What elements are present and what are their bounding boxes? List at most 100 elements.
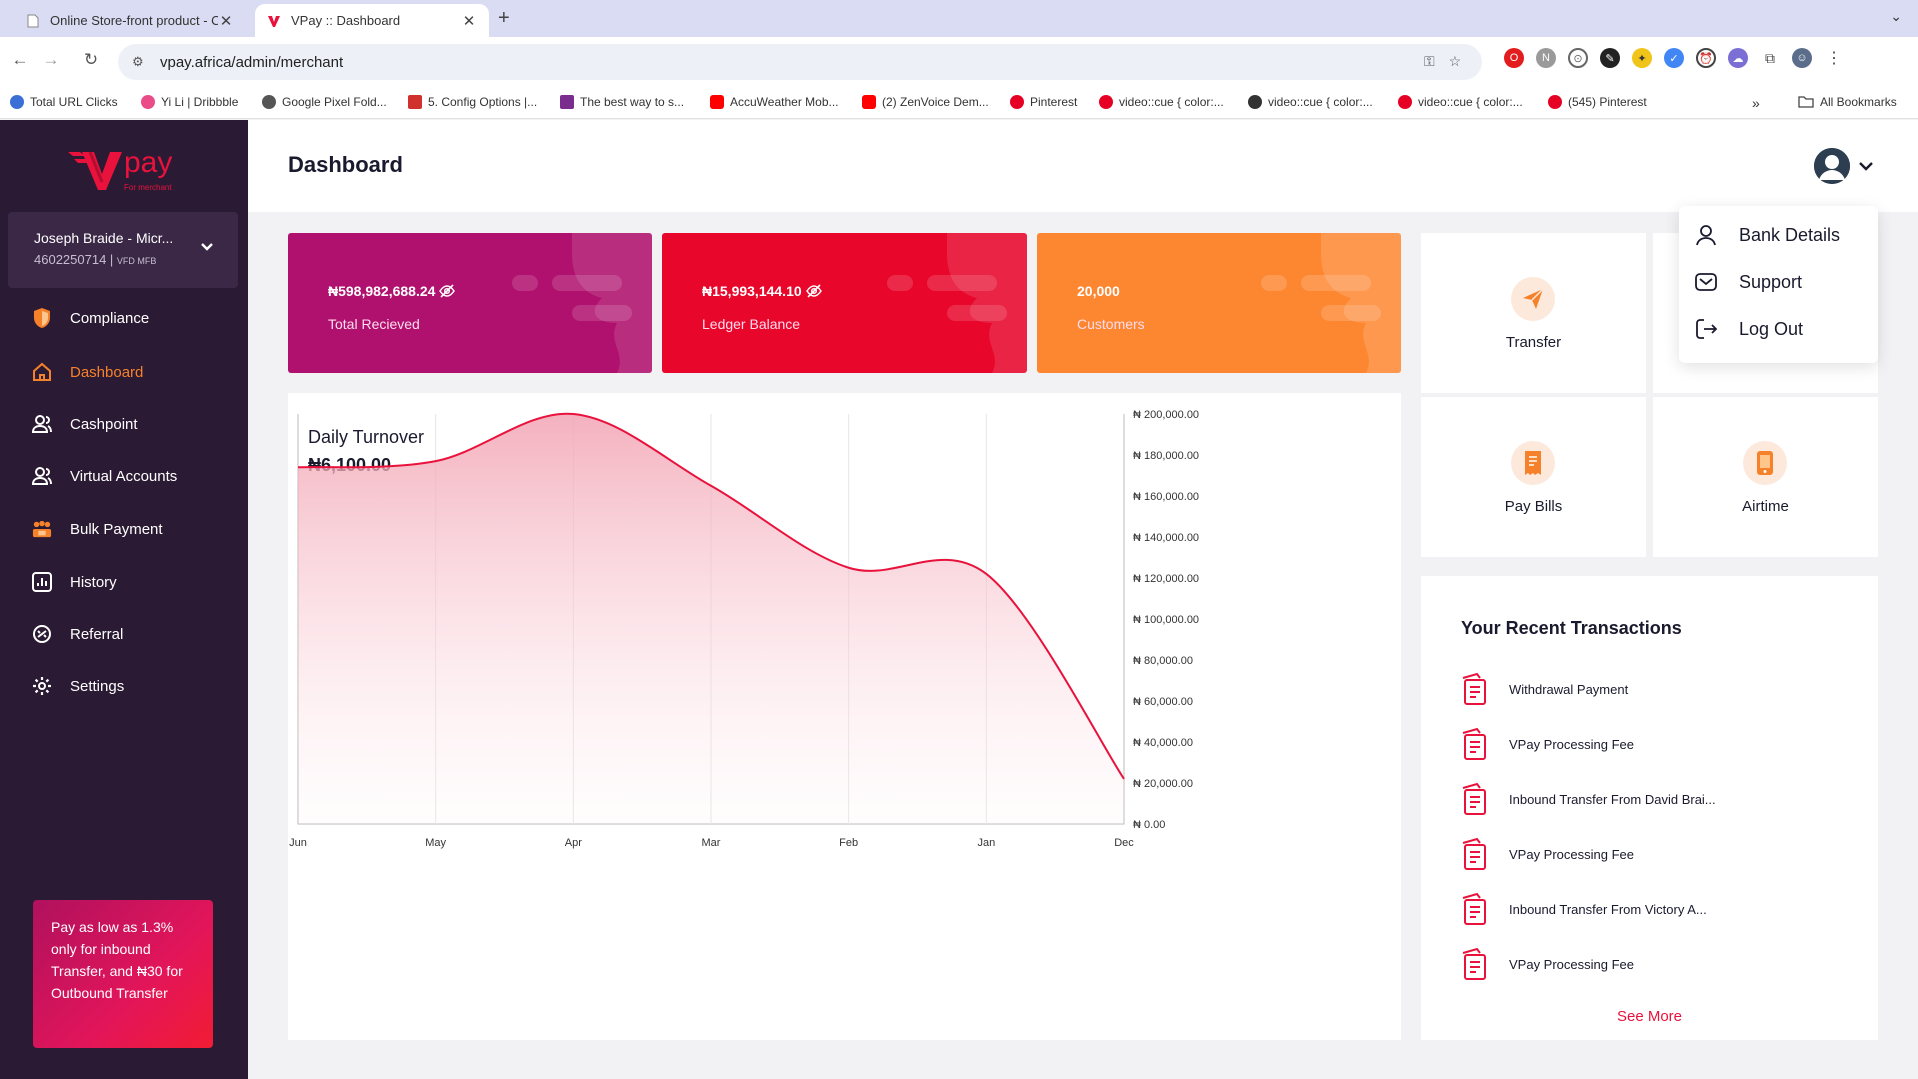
globe-icon — [1248, 95, 1262, 109]
shield-icon — [32, 308, 52, 328]
profile-avatar-icon[interactable]: ☺ — [1792, 48, 1812, 68]
site-settings-icon[interactable]: ⚙ — [132, 54, 144, 69]
tab-search-chevron-icon[interactable]: ⌄ — [1890, 8, 1902, 24]
browser-tab-storefront[interactable]: Online Store-front product - C ✕ — [14, 4, 246, 37]
stat-amount: 20,000 — [1077, 283, 1120, 299]
chevron-down-icon[interactable] — [1858, 160, 1874, 172]
account-number-line: 4602250714 | VFD MFB — [34, 252, 156, 267]
extension-icon[interactable]: ☁ — [1728, 48, 1748, 68]
sidebar-item-cashpoint[interactable]: Cashpoint — [32, 414, 138, 434]
extension-icon[interactable]: N — [1536, 48, 1556, 68]
browser-tab-vpay[interactable]: VPay :: Dashboard ✕ — [255, 4, 489, 37]
x-tick-label: Jan — [977, 837, 995, 849]
new-tab-icon[interactable]: + — [498, 7, 510, 29]
transaction-row[interactable]: Withdrawal Payment — [1459, 672, 1628, 706]
bookmark-star-icon[interactable]: ☆ — [1448, 53, 1462, 69]
reload-icon[interactable]: ↻ — [83, 50, 99, 69]
transaction-row[interactable]: VPay Processing Fee — [1459, 727, 1634, 761]
sidebar-item-label: Bulk Payment — [70, 520, 163, 538]
vpay-logo[interactable]: pay For merchant — [68, 146, 188, 192]
chart-series-line — [297, 412, 1125, 780]
x-tick-label: Dec — [1114, 837, 1134, 849]
transaction-row[interactable]: Inbound Transfer From David Brai... — [1459, 782, 1716, 816]
bookmark-item[interactable]: AccuWeather Mob... — [710, 95, 839, 109]
bookmark-item[interactable]: Pinterest — [1010, 95, 1077, 109]
transaction-row[interactable]: VPay Processing Fee — [1459, 837, 1634, 871]
extension-icon[interactable]: ✦ — [1632, 48, 1652, 68]
bookmark-item[interactable]: video::cue { color:... — [1099, 95, 1224, 109]
x-tick-label: May — [425, 837, 446, 849]
bookmark-label: video::cue { color:... — [1418, 95, 1523, 109]
url-text: vpay.africa/admin/merchant — [160, 53, 344, 71]
extension-icon[interactable]: ✓ — [1664, 48, 1684, 68]
sidebar-item-dashboard[interactable]: Dashboard — [32, 362, 143, 382]
more-bookmarks-icon[interactable]: » — [1752, 95, 1760, 111]
bookmark-item[interactable]: video::cue { color:... — [1248, 95, 1373, 109]
sidebar-item-virtual-accounts[interactable]: Virtual Accounts — [32, 466, 177, 486]
stat-label: Total Recieved — [328, 316, 420, 332]
account-switcher[interactable]: Joseph Braide - Micr... 4602250714 | VFD… — [8, 212, 238, 288]
turnover-area-chart[interactable]: Jun May Apr Mar Feb Jan Dec ₦ 200,000.00 ₦ 180,… — [288, 393, 1401, 1040]
url-field[interactable]: ⚙ vpay.africa/admin/merchant — [118, 44, 1482, 80]
menu-item-bank-details[interactable]: Bank Details — [1695, 224, 1840, 246]
bookmark-favicon-icon — [560, 95, 574, 109]
sidebar-item-referral[interactable]: Referral — [32, 624, 123, 644]
eye-off-icon[interactable] — [439, 284, 456, 298]
transaction-row[interactable]: Inbound Transfer From Victory A... — [1459, 892, 1707, 926]
bookmark-label: (545) Pinterest — [1568, 95, 1647, 109]
all-bookmarks-folder[interactable]: All Bookmarks — [1798, 95, 1897, 109]
promo-text: Pay as low as 1.3% only for inbound Tran… — [51, 919, 183, 1001]
sidebar-item-history[interactable]: History — [32, 572, 117, 592]
bookmark-item[interactable]: Yi Li | Dribbble — [141, 95, 238, 109]
opera-extension-icon[interactable]: O — [1504, 48, 1524, 68]
password-key-icon[interactable]: ⚿ — [1424, 53, 1435, 69]
y-tick-label: ₦ 40,000.00 — [1133, 737, 1193, 749]
bookmark-favicon-icon — [10, 95, 24, 109]
browser-menu-icon[interactable]: ⋮ — [1824, 48, 1844, 68]
group-icon — [32, 519, 52, 539]
sidebar-item-bulk-payment[interactable]: Bulk Payment — [32, 519, 163, 539]
back-icon[interactable]: ← — [11, 50, 29, 69]
alarm-extension-icon[interactable]: ⏰ — [1696, 48, 1716, 68]
extension-icon[interactable]: ⊙ — [1568, 48, 1588, 68]
bookmark-item[interactable]: Google Pixel Fold... — [262, 95, 387, 109]
vpay-logo-icon — [68, 151, 122, 190]
customers-count: 20,000 — [1077, 283, 1120, 299]
eyedropper-extension-icon[interactable]: ✎ — [1600, 48, 1620, 68]
user-avatar-icon — [1814, 148, 1850, 184]
transaction-label: VPay Processing Fee — [1509, 736, 1635, 752]
sidebar-item-compliance[interactable]: Compliance — [32, 308, 149, 328]
avatar[interactable] — [1814, 148, 1850, 184]
transaction-row[interactable]: VPay Processing Fee — [1459, 947, 1634, 981]
logo-subtitle: For merchant — [124, 183, 172, 192]
bookmark-label: (2) ZenVoice Dem... — [882, 95, 989, 109]
tab-title: VPay :: Dashboard — [291, 13, 401, 28]
bill-icon — [1511, 441, 1555, 485]
bookmark-item[interactable]: The best way to s... — [560, 95, 684, 109]
bookmark-favicon-icon — [262, 95, 276, 109]
bookmark-item[interactable]: Total URL Clicks — [10, 95, 118, 109]
receipt-icon — [1462, 672, 1486, 705]
extensions-puzzle-icon[interactable]: ⧉ — [1760, 48, 1780, 68]
sidebar-item-settings[interactable]: Settings — [32, 676, 124, 696]
bookmark-item[interactable]: 5. Config Options |... — [408, 95, 537, 109]
pinterest-icon — [1099, 95, 1113, 109]
menu-item-support[interactable]: Support — [1695, 271, 1802, 293]
bookmark-item[interactable]: video::cue { color:... — [1398, 95, 1523, 109]
eye-off-icon[interactable] — [805, 284, 822, 298]
chevron-down-icon[interactable] — [200, 240, 214, 254]
stat-amount: ₦15,993,144.10 — [702, 283, 802, 299]
forward-icon[interactable]: → — [42, 50, 60, 69]
see-more-link[interactable]: See More — [1616, 1008, 1683, 1025]
quick-action-pay-bills[interactable]: Pay Bills — [1421, 397, 1646, 557]
bookmark-favicon-icon — [141, 95, 155, 109]
bookmark-item[interactable]: (2) ZenVoice Dem... — [862, 95, 989, 109]
close-tab-icon[interactable]: ✕ — [462, 12, 476, 30]
quick-action-transfer[interactable]: Transfer — [1421, 233, 1646, 393]
bookmark-item[interactable]: (545) Pinterest — [1548, 95, 1647, 109]
quick-action-airtime[interactable]: Airtime — [1653, 397, 1878, 557]
transaction-label: Withdrawal Payment — [1509, 681, 1629, 697]
bookmark-label: Pinterest — [1030, 95, 1078, 109]
close-tab-icon[interactable]: ✕ — [219, 12, 233, 30]
menu-item-log-out[interactable]: Log Out — [1695, 318, 1803, 340]
